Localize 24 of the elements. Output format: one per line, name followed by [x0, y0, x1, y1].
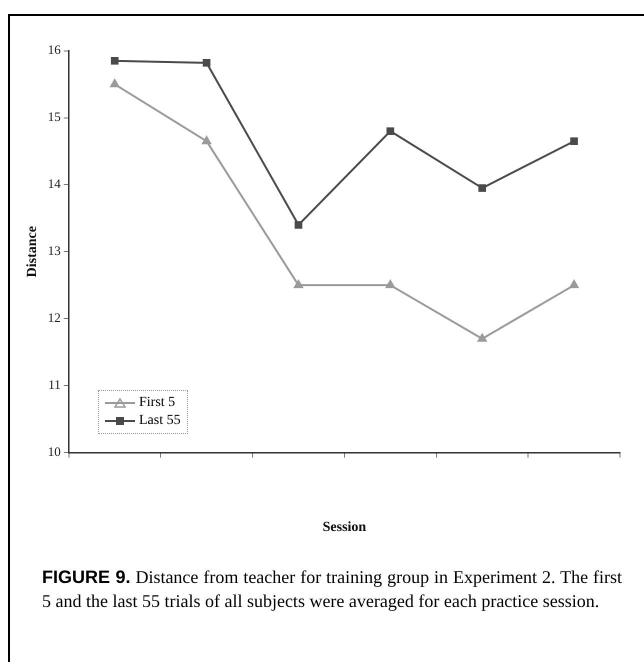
y-tick-label: 10	[48, 444, 61, 460]
y-tick-label: 13	[48, 243, 61, 258]
point	[202, 59, 210, 67]
point	[110, 57, 119, 65]
y-axis-title: Distance	[25, 226, 40, 278]
point	[478, 184, 486, 192]
point	[294, 221, 302, 229]
point	[570, 137, 578, 146]
y-tick-label: 16	[48, 42, 62, 58]
legend-label: Last 55	[139, 413, 181, 429]
y-tick-label: 11	[48, 377, 61, 392]
y-tick-label: 12	[48, 310, 61, 326]
point	[478, 334, 487, 342]
y-tick-label: 14	[48, 176, 62, 192]
y-tick-label: 15	[48, 109, 61, 124]
point	[110, 79, 120, 88]
point	[570, 280, 579, 288]
point	[386, 280, 395, 288]
point	[202, 136, 212, 144]
x-axis-title: Session	[322, 520, 366, 536]
point	[386, 127, 394, 135]
caption: FIGURE 9. Distance from teacher for training group in Experiment 2. The first 5 and the last 55 trials of all subjects were averaged for each practice session.	[42, 566, 622, 613]
legend-label: First 5	[139, 395, 176, 411]
point	[294, 280, 303, 288]
